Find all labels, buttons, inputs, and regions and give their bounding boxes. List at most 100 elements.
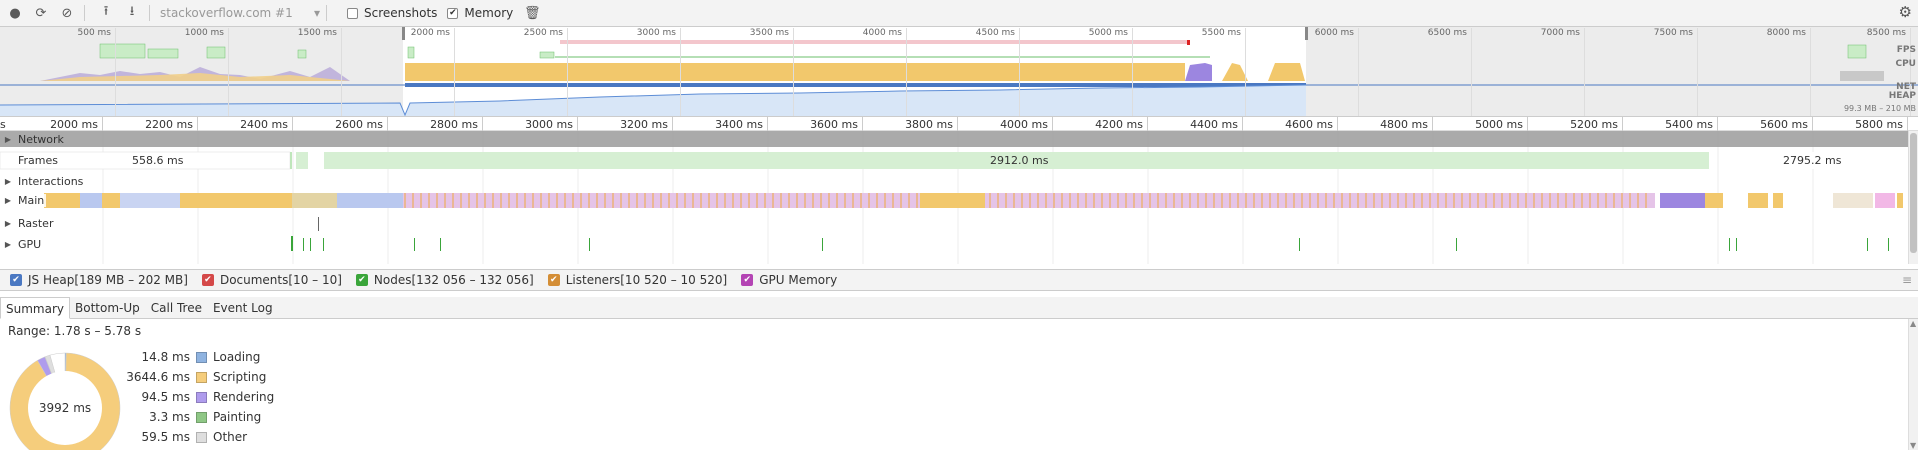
profile-select[interactable]: stackoverflow.com #1 ▾ [160,6,320,20]
donut-hole [28,371,102,445]
summary-value: 94.5 ms [141,390,190,404]
main-task[interactable] [1875,193,1895,208]
counter-listeners[interactable]: ✔ Listeners[10 520 – 10 520] [547,273,728,287]
gpu-task[interactable] [303,238,304,251]
main-task[interactable] [337,193,403,208]
summary-row-other: 59.5 ms Other [110,429,248,445]
frame-block-selected[interactable] [324,152,1709,169]
main-task[interactable] [920,193,985,208]
tracks-canvas [0,131,1908,264]
gpu-task[interactable] [440,238,441,251]
gpu-task[interactable] [1867,238,1868,251]
track-interactions[interactable]: ▶ Interactions [0,171,1908,192]
upload-icon[interactable]: ⭱ [103,4,109,19]
ruler-tick: 5600 ms [1718,117,1813,131]
net-label: NET [1896,82,1916,92]
selection-right-handle[interactable] [1305,27,1308,40]
record-icon[interactable]: ● [9,5,21,21]
cpu-area [1840,71,1884,81]
gpu-task[interactable] [291,236,293,251]
main-stripes [989,193,1647,208]
ruler-tick: 3400 ms [673,117,768,131]
gpu-task[interactable] [1736,238,1737,251]
gear-icon[interactable]: ⚙ [1898,3,1912,21]
counter-js-heap-label: JS Heap[189 MB – 202 MB] [28,273,188,287]
download-icon[interactable]: ⭳ [129,4,135,19]
cpu-area [40,73,350,81]
frame-block[interactable] [296,152,308,169]
gpu-task[interactable] [1456,238,1457,251]
gpu-task[interactable] [1299,238,1300,251]
scroll-up-icon[interactable]: ▲ [1910,319,1917,328]
gpu-task[interactable] [1729,238,1730,251]
track-main[interactable]: ▶ Main [0,190,1908,211]
main-task[interactable] [292,193,337,208]
expand-triangle-icon[interactable]: ▶ [4,196,12,205]
ruler-tick: 2200 ms [103,117,198,131]
counter-listeners-label: Listeners[10 520 – 10 520] [565,273,728,287]
main-task[interactable] [80,193,102,208]
tracks-scrollbar[interactable] [1908,131,1918,264]
frame-block[interactable] [290,152,292,169]
tab-summary[interactable]: Summary [0,297,70,319]
summary-range: Range: 1.78 s – 5.78 s [8,324,142,338]
details-tabs: Summary Bottom-Up Call Tree Event Log [0,297,1918,319]
raster-task[interactable] [318,217,319,231]
counter-nodes-label: Nodes[132 056 – 132 056] [373,273,534,287]
expand-triangle-icon[interactable]: ▶ [4,219,12,228]
selection-left-handle[interactable] [402,27,405,40]
counter-js-heap[interactable]: ✔ JS Heap[189 MB – 202 MB] [10,273,188,287]
track-gpu[interactable]: ▶ GPU [0,234,1908,255]
gpu-task[interactable] [323,238,324,251]
profile-select-value: stackoverflow.com #1 [160,6,293,20]
timeline-overview[interactable]: 500 ms 1000 ms 1500 ms 2000 ms 2500 ms 3… [0,27,1918,116]
reload-icon[interactable]: ⟳ [35,5,47,21]
screenshots-checkbox[interactable]: Screenshots [347,6,437,20]
expand-triangle-icon[interactable]: ▶ [4,240,12,249]
expand-triangle-icon[interactable]: ▶ [4,134,12,144]
counter-gpu-memory[interactable]: ✔ GPU Memory [741,273,837,287]
ruler-tick: 2600 ms [293,117,388,131]
main-task[interactable] [120,193,180,208]
tab-event-log[interactable]: Event Log [212,301,273,315]
main-task[interactable] [1833,193,1873,208]
track-raster[interactable]: ▶ Raster [0,213,1908,234]
network-band [0,131,1908,147]
main-task[interactable] [1660,193,1705,208]
summary-scrollbar[interactable]: ▲ ▼ [1908,319,1918,450]
track-network[interactable]: ▶ Network [0,131,1908,147]
clear-icon[interactable]: ⊘ [61,5,73,21]
summary-value: 3644.6 ms [126,370,190,384]
main-task[interactable] [403,193,920,208]
counter-documents[interactable]: ✔ Documents[10 – 10] [201,273,342,287]
scroll-down-icon[interactable]: ▼ [1910,441,1917,450]
overview-ruler: 500 ms 1000 ms 1500 ms 2000 ms 2500 ms 3… [0,27,1918,116]
tab-call-tree[interactable]: Call Tree [150,301,202,315]
memory-checkbox[interactable]: ✔ Memory [447,6,513,20]
ruler-tick: 5000 ms [1433,117,1528,131]
gpu-task[interactable] [589,238,590,251]
gpu-task[interactable] [310,238,311,251]
drag-handle-icon[interactable]: ≡ [1901,273,1912,287]
expand-triangle-icon[interactable]: ▶ [4,177,12,186]
gpu-task[interactable] [822,238,823,251]
tab-bottom-up[interactable]: Bottom-Up [75,301,140,315]
fps-bar [147,48,179,59]
counter-nodes[interactable]: ✔ Nodes[132 056 – 132 056] [355,273,534,287]
ruler-tick: 5200 ms [1528,117,1623,131]
main-task[interactable] [985,193,1655,208]
summary-value: 3.3 ms [149,410,190,424]
summary-row-loading: 14.8 ms Loading [110,349,261,365]
legend-swatch [196,371,207,383]
frame-block[interactable] [1722,152,1908,169]
gpu-task[interactable] [414,238,415,251]
main-task[interactable] [1897,193,1903,208]
main-task[interactable] [1705,193,1723,208]
gpu-task[interactable] [1888,238,1889,251]
main-task[interactable] [1773,193,1783,208]
main-task[interactable] [1748,193,1768,208]
tracks-scrollbar-thumb[interactable] [1910,133,1917,253]
legend-swatch [196,431,207,443]
frame-duration-label: 2795.2 ms [1783,154,1842,167]
trash-icon[interactable]: 🗑 [523,5,541,21]
